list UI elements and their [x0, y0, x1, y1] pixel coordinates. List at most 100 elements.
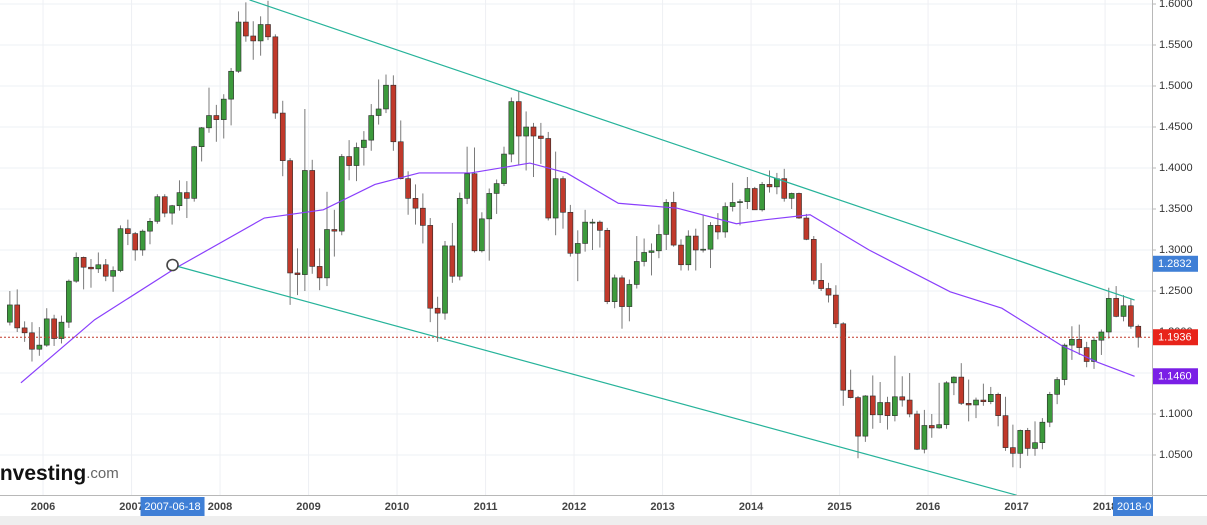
- candle-body: [353, 147, 360, 166]
- candle-body: [936, 424, 942, 429]
- candle-body: [729, 202, 736, 207]
- candle-body: [235, 21, 242, 72]
- price-label-box: [1153, 368, 1198, 385]
- candle-body: [700, 248, 706, 251]
- x-tick-label: 2018: [1093, 501, 1117, 513]
- candle-body: [604, 230, 611, 302]
- candle-body: [486, 193, 493, 220]
- candle-body: [508, 101, 515, 155]
- candle-body: [1105, 298, 1112, 333]
- candle-body: [943, 382, 950, 425]
- candle-body: [678, 244, 684, 266]
- candle-body: [877, 402, 883, 416]
- candle-body: [884, 402, 891, 416]
- x-tick-label: 2008: [208, 501, 232, 513]
- candle-body: [545, 138, 552, 219]
- candle-body: [781, 178, 788, 199]
- candle-body: [1032, 442, 1038, 449]
- x-tick-label: 2014: [739, 501, 764, 513]
- candle-body: [383, 84, 389, 110]
- candle-body: [338, 156, 345, 232]
- candle-body: [434, 307, 441, 314]
- candle-body: [243, 21, 249, 37]
- moving-average: [20, 162, 1135, 384]
- x-tick-label: 2015: [827, 501, 851, 513]
- candle-body: [147, 221, 153, 232]
- candle-body: [279, 112, 286, 161]
- candle-body: [184, 192, 190, 199]
- candle-body: [862, 395, 869, 437]
- candle-body: [751, 188, 758, 211]
- candle-body: [1002, 415, 1009, 448]
- candle-body: [1098, 331, 1105, 341]
- candle-body: [88, 266, 94, 270]
- candle-body: [250, 35, 257, 42]
- candle-body: [582, 221, 588, 244]
- candle-body: [176, 192, 183, 207]
- end-date-box: [1113, 497, 1153, 516]
- y-tick-label: 1.0500: [1159, 449, 1193, 461]
- candle-body: [656, 234, 662, 252]
- candle-body: [397, 141, 404, 179]
- logo: Investing.com: [0, 462, 119, 485]
- y-tick-label: 1.3000: [1159, 244, 1193, 256]
- candle-body: [501, 153, 507, 184]
- candle-body: [958, 376, 965, 404]
- candle-body: [493, 183, 500, 194]
- candle-body: [257, 24, 264, 42]
- candle-body: [14, 304, 21, 329]
- candle-body: [987, 394, 994, 402]
- candle-body: [169, 205, 175, 214]
- x-tick-label: 2017: [1004, 501, 1028, 513]
- candle-body: [611, 277, 618, 302]
- candle-body: [198, 127, 205, 147]
- candle-body: [471, 173, 478, 252]
- candle-body: [125, 228, 131, 234]
- candle-body: [1024, 430, 1031, 449]
- candle-body: [995, 394, 1001, 416]
- candle-body: [58, 321, 65, 339]
- candle-body: [1135, 325, 1142, 338]
- trend-line: [249, 0, 1135, 301]
- candle-body: [449, 245, 456, 277]
- candle-body: [442, 245, 448, 314]
- candle-body: [560, 178, 566, 213]
- candle-body: [213, 115, 220, 120]
- candle-body: [840, 323, 847, 391]
- candle-body: [825, 288, 832, 296]
- candle-body: [626, 284, 633, 307]
- x-tick-label: 2006: [31, 501, 55, 513]
- x-tick-label: 2013: [650, 501, 674, 513]
- candle-body: [117, 228, 124, 271]
- candle-body: [73, 257, 80, 282]
- x-tick-label: 2009: [296, 501, 320, 513]
- candle-body: [552, 178, 559, 219]
- crosshair-date-box: [140, 497, 205, 516]
- candle-body: [191, 146, 198, 199]
- candle-body: [855, 397, 861, 437]
- price-label: 1.1936: [1158, 332, 1192, 344]
- candle-body: [722, 206, 729, 233]
- candle-body: [788, 193, 795, 199]
- candle-body: [456, 198, 463, 277]
- trend-line: [172, 264, 1017, 495]
- candle-body: [132, 233, 139, 251]
- candle-body: [464, 173, 470, 199]
- logo-suffix: .com: [86, 465, 119, 482]
- candle-body: [899, 396, 906, 401]
- candle-body: [7, 304, 13, 323]
- candle-body: [810, 239, 817, 281]
- candle-body: [737, 201, 743, 203]
- candle-body: [914, 413, 920, 450]
- candle-body: [759, 184, 765, 211]
- candle-body: [1010, 447, 1016, 454]
- candle-body: [110, 270, 116, 277]
- price-label-box: [1153, 255, 1198, 272]
- candle-body: [412, 198, 419, 209]
- end-date-label: 2018-0: [1117, 501, 1151, 513]
- candle-body: [80, 257, 87, 268]
- candle-body: [641, 252, 647, 262]
- y-tick-label: 1.4000: [1159, 162, 1193, 174]
- candle-body: [869, 395, 876, 416]
